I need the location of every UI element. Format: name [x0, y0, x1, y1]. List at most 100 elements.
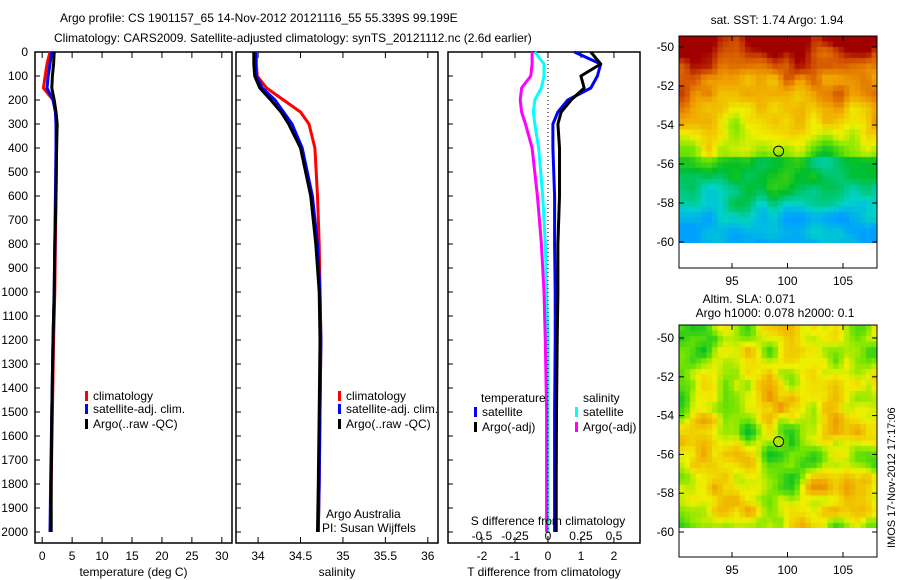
series-line-argo-raw-qc- — [252, 52, 322, 533]
series-line-t-argo-adj- — [554, 51, 603, 532]
lat-tick-label: -50 — [657, 40, 675, 54]
lat-tick-label: -52 — [657, 370, 675, 384]
map-sla-frame — [678, 324, 878, 558]
series-line-t-satellite — [551, 50, 603, 532]
s-tick-label: -0.5 — [472, 529, 493, 543]
s-tick-label: -0.25 — [501, 529, 529, 543]
legend-swatch — [474, 407, 477, 417]
legend-label: Argo(-adj) — [482, 420, 535, 434]
title-line-2: Climatology: CARS2009. Satellite-adjuste… — [54, 31, 532, 45]
x-axis-label: salinity — [319, 565, 356, 579]
lon-tick-label: 100 — [777, 563, 797, 577]
s-tick-label: 0.25 — [569, 529, 593, 543]
x-axis-label: T difference from climatology — [467, 565, 621, 579]
lat-tick-label: -60 — [657, 235, 675, 249]
map-sst-nodata — [679, 243, 877, 268]
legend-swatch — [85, 419, 88, 429]
x-tick-label: 2 — [611, 549, 618, 563]
s-axis-label: S difference from climatology — [471, 514, 626, 528]
legend-label: Argo(-adj) — [583, 420, 636, 434]
lon-tick-label: 95 — [725, 274, 739, 288]
depth-tick-label: 0 — [21, 45, 28, 59]
imos-timestamp: IMOS 17-Nov-2012 17:17:06 — [886, 407, 898, 548]
legend-swatch — [575, 422, 578, 432]
argo-location-marker — [773, 145, 785, 157]
sla-map-subtitle: Argo h1000: 0.078 h2000: 0.1 — [696, 306, 855, 320]
depth-tick-label: 100 — [8, 69, 28, 83]
x-tick-label: 5 — [69, 549, 76, 563]
lat-tick-label: -52 — [657, 79, 675, 93]
depth-tick-label: 700 — [8, 213, 28, 227]
lat-tick-label: -60 — [657, 525, 675, 539]
x-tick-label: 0 — [545, 549, 552, 563]
legend-swatch — [474, 422, 477, 432]
depth-tick-label: 1200 — [1, 333, 28, 347]
lon-tick-label: 105 — [833, 563, 853, 577]
title-line-1: Argo profile: CS 1901157_65 14-Nov-2012 … — [60, 11, 458, 25]
x-tick-label: 0 — [39, 549, 46, 563]
x-tick-label: 34.5 — [289, 549, 313, 563]
depth-tick-label: 200 — [8, 93, 28, 107]
annotation-pi: PI: Susan Wijffels — [322, 521, 416, 535]
depth-tick-label: 300 — [8, 117, 28, 131]
annotation-institution: Argo Australia — [326, 507, 401, 521]
legend-swatch — [338, 419, 341, 429]
x-tick-label: 34 — [251, 549, 265, 563]
panel-frame-1 — [34, 51, 233, 544]
lat-tick-label: -58 — [657, 196, 675, 210]
x-tick-label: 35.5 — [374, 549, 398, 563]
legend-swatch — [85, 391, 88, 401]
depth-tick-label: 1900 — [1, 501, 28, 515]
legend-label: climatology — [93, 389, 153, 403]
depth-tick-label: 1700 — [1, 453, 28, 467]
sla-map-title: Altim. SLA: 0.071 — [703, 292, 796, 306]
legend-label: satellite-adj. clim. — [346, 402, 438, 416]
sst-map-title: sat. SST: 1.74 Argo: 1.94 — [711, 13, 844, 27]
depth-tick-label: 1100 — [2, 309, 28, 323]
legend-title-salinity: salinity — [583, 391, 620, 405]
x-tick-label: 15 — [125, 549, 139, 563]
depth-tick-label: 1400 — [1, 381, 28, 395]
sst-heatmap — [679, 36, 877, 243]
map-sst-frame — [678, 35, 878, 269]
x-tick-label: 35 — [336, 549, 350, 563]
lat-tick-label: -56 — [657, 157, 675, 171]
legend-swatch — [338, 391, 341, 401]
depth-tick-label: 900 — [8, 261, 28, 275]
legend-swatch — [85, 404, 88, 414]
depth-tick-label: 600 — [8, 189, 28, 203]
legend-swatch — [575, 407, 578, 417]
x-axis-label: temperature (deg C) — [79, 565, 187, 579]
x-tick-label: -2 — [477, 549, 488, 563]
lon-tick-label: 100 — [777, 274, 797, 288]
depth-tick-label: 1800 — [1, 477, 28, 491]
x-tick-label: 20 — [155, 549, 169, 563]
depth-tick-label: 1500 — [1, 405, 28, 419]
panel-frame-2 — [235, 51, 439, 544]
lon-tick-label: 95 — [725, 563, 739, 577]
legend-label: Argo(..raw -QC) — [346, 417, 431, 431]
panel-frame-3 — [447, 51, 641, 544]
depth-tick-label: 400 — [8, 141, 28, 155]
lat-tick-label: -56 — [657, 447, 675, 461]
x-tick-label: 36 — [421, 549, 435, 563]
lat-tick-label: -50 — [657, 331, 675, 345]
lat-tick-label: -54 — [657, 409, 675, 423]
legend-title-temperature: temperature — [481, 391, 546, 405]
x-tick-label: -1 — [510, 549, 521, 563]
s-tick-label: 0 — [545, 529, 552, 543]
legend-swatch — [338, 404, 341, 414]
x-tick-label: 30 — [215, 549, 229, 563]
legend-label: Argo(..raw -QC) — [93, 417, 178, 431]
depth-tick-label: 1600 — [1, 429, 28, 443]
lat-tick-label: -58 — [657, 486, 675, 500]
x-tick-label: 1 — [578, 549, 585, 563]
depth-tick-label: 1300 — [1, 357, 28, 371]
series-line-s-argo-adj- — [518, 52, 549, 532]
s-tick-label: 0.5 — [606, 529, 623, 543]
depth-tick-label: 2000 — [1, 525, 28, 539]
lat-tick-label: -54 — [657, 118, 675, 132]
depth-tick-label: 1000 — [1, 285, 28, 299]
x-tick-label: 10 — [95, 549, 109, 563]
